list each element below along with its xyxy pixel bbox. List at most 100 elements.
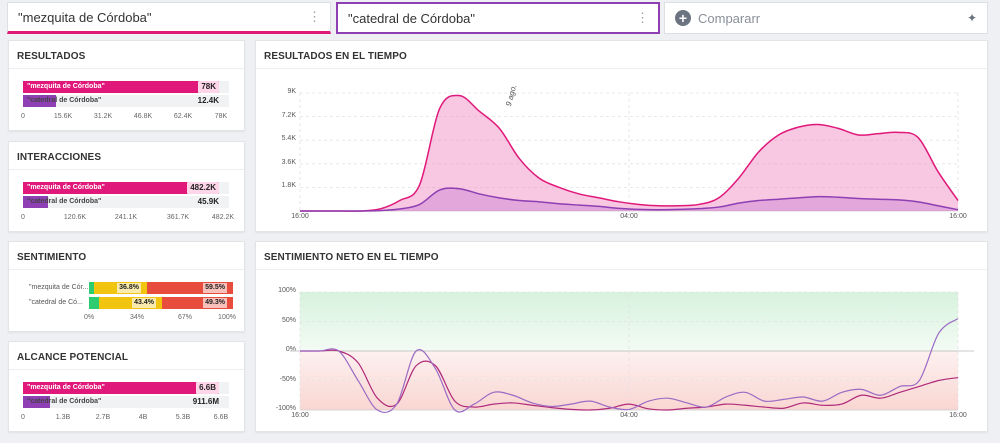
- sentiment-row[interactable]: "catedral de Có... 43.4% 49.3%: [23, 297, 235, 309]
- tick-label: 241.1K: [114, 214, 138, 221]
- search-query-2[interactable]: "catedral de Córdoba" ⋮: [336, 2, 660, 34]
- bar-row[interactable]: "catedral de Córdoba" 45.9K: [23, 196, 229, 208]
- tick-label: 361.7K: [166, 214, 190, 221]
- negative-segment: 59.5%: [147, 282, 233, 294]
- series-area: [300, 188, 958, 212]
- tick-label: 15.6K: [53, 113, 73, 120]
- sparkle-icon[interactable]: ✦: [966, 11, 977, 25]
- bar-row[interactable]: "mezquita de Córdoba" 78K: [23, 81, 229, 93]
- sentiment-line-chart[interactable]: [290, 290, 980, 414]
- x-tick-label: 04:00: [620, 412, 638, 419]
- alcance-bars: "mezquita de Córdoba" 6.6B "catedral de …: [23, 382, 229, 410]
- alcance-title: ALCANCE POTENCIAL: [9, 342, 244, 370]
- alcance-axis: 0 1.3B 2.7B 4B 5.3B 6.6B: [21, 414, 231, 424]
- resultados-card: RESULTADOS "mezquita de Córdoba" 78K "ca…: [8, 40, 245, 131]
- y-tick-label: 3.6K: [281, 158, 296, 166]
- tick-label: 6.6B: [213, 414, 229, 421]
- tick-label: 0: [21, 214, 25, 221]
- series-line: [300, 94, 959, 212]
- bar-value: 12.4K: [197, 96, 219, 105]
- sentimiento-title: SENTIMIENTO: [9, 242, 244, 270]
- tick-label: 482.2K: [211, 214, 235, 221]
- results-area-chart[interactable]: [299, 89, 980, 219]
- series-line: [300, 349, 959, 411]
- search-query-1-text: "mezquita de Córdoba": [18, 9, 152, 25]
- sentimiento-axis: 0% 34% 67% 100%: [84, 314, 236, 324]
- bar-row[interactable]: "mezquita de Córdoba" 6.6B: [23, 382, 229, 394]
- alcance-card: ALCANCE POTENCIAL "mezquita de Córdoba" …: [8, 341, 245, 432]
- bar-value: 45.9K: [197, 197, 219, 206]
- neutral-segment: 36.8%: [94, 282, 147, 294]
- more-options-icon[interactable]: ⋮: [636, 10, 649, 25]
- tick-label: 67%: [177, 314, 193, 321]
- sentiment-row-label: "mezquita de Cór...: [29, 284, 89, 291]
- sentimiento-tiempo-card: SENTIMIENTO NETO EN EL TIEMPO 100% 50% 0% -…: [255, 241, 988, 432]
- y-tick-label: -50%: [279, 375, 296, 383]
- search-query-1[interactable]: "mezquita de Córdoba" ⋮: [7, 2, 331, 34]
- x-tick-label: 04:00: [620, 213, 638, 220]
- bar-row[interactable]: "mezquita de Córdoba" 482.2K: [23, 182, 229, 194]
- negative-segment: 49.3%: [162, 297, 233, 309]
- y-tick-label: 7.2K: [281, 111, 296, 119]
- resultados-tiempo-title: RESULTADOS EN EL TIEMPO: [256, 41, 987, 69]
- resultados-bars: "mezquita de Córdoba" 78K "catedral de C…: [23, 81, 229, 109]
- bar-label: "mezquita de Córdoba": [27, 83, 105, 90]
- compare-label: Compararr: [698, 10, 761, 26]
- neutral-segment: 43.4%: [99, 297, 162, 309]
- compare-box[interactable]: + Compararr ✦: [664, 2, 988, 34]
- bar-label: "catedral de Córdoba": [27, 198, 102, 205]
- tick-label: 62.4K: [173, 113, 193, 120]
- y-tick-label: -100%: [275, 405, 296, 412]
- x-tick-label: 16:00: [291, 213, 309, 220]
- tick-label: 0: [21, 113, 25, 120]
- y-tick-label: 5.4K: [281, 135, 296, 143]
- bar-label: "catedral de Córdoba": [27, 398, 102, 405]
- tick-label: 100%: [218, 314, 236, 321]
- more-options-icon[interactable]: ⋮: [308, 9, 321, 24]
- y-tick-label: 50%: [281, 316, 296, 324]
- interacciones-card: INTERACCIONES "mezquita de Córdoba" 482.…: [8, 141, 245, 232]
- sentimiento-tiempo-title: SENTIMIENTO NETO EN EL TIEMPO: [256, 242, 987, 270]
- negative-value: 59.5%: [203, 283, 227, 293]
- tick-label: 4B: [138, 414, 148, 421]
- interacciones-axis: 0 120.6K 241.1K 361.7K 482.2K: [21, 214, 235, 224]
- y-tick-label: 9K: [287, 88, 296, 95]
- neutral-value: 36.8%: [117, 283, 141, 293]
- interacciones-title: INTERACCIONES: [9, 142, 244, 170]
- bar-value: 482.2K: [187, 182, 219, 194]
- sentiment-row[interactable]: "mezquita de Cór... 36.8% 59.5%: [23, 282, 235, 294]
- x-tick-label: 16:00: [949, 213, 967, 220]
- tick-label: 1.3B: [55, 414, 71, 421]
- tick-label: 0%: [83, 314, 95, 321]
- sentimiento-card: SENTIMIENTO "mezquita de Cór... 36.8% 59…: [8, 241, 245, 332]
- y-tick-label: 1.8K: [281, 182, 296, 190]
- tick-label: 78K: [214, 113, 228, 120]
- bar-label: "catedral de Córdoba": [27, 97, 102, 104]
- bar-value: 78K: [198, 81, 219, 93]
- tick-label: 34%: [129, 314, 145, 321]
- bar-row[interactable]: "catedral de Córdoba" 12.4K: [23, 95, 229, 107]
- negative-value: 49.3%: [203, 298, 227, 308]
- tick-label: 31.2K: [93, 113, 113, 120]
- sentiment-bar[interactable]: 43.4% 49.3%: [89, 297, 233, 309]
- y-tick-label: 0%: [285, 346, 296, 353]
- tick-label: 120.6K: [63, 214, 87, 221]
- search-query-2-text: "catedral de Córdoba": [348, 10, 476, 26]
- tick-label: 0: [21, 414, 25, 421]
- tick-label: 5.3B: [175, 414, 191, 421]
- bar-label: "mezquita de Córdoba": [27, 184, 105, 191]
- sentiment-row-label: "catedral de Có...: [29, 299, 83, 306]
- y-tick-label: 100%: [278, 287, 296, 294]
- resultados-title: RESULTADOS: [9, 41, 244, 69]
- plus-circle-icon[interactable]: +: [675, 10, 691, 26]
- x-tick-label: 16:00: [949, 412, 967, 419]
- positive-segment: [89, 297, 99, 309]
- series-line: [300, 318, 959, 414]
- tick-label: 2.7B: [95, 414, 111, 421]
- interacciones-bars: "mezquita de Córdoba" 482.2K "catedral d…: [23, 182, 229, 210]
- bar-row[interactable]: "catedral de Córdoba" 911.6M: [23, 396, 229, 408]
- series-area: [300, 95, 958, 212]
- tick-label: 46.8K: [133, 113, 153, 120]
- positive-segment: [89, 282, 94, 294]
- sentiment-bar[interactable]: 36.8% 59.5%: [89, 282, 233, 294]
